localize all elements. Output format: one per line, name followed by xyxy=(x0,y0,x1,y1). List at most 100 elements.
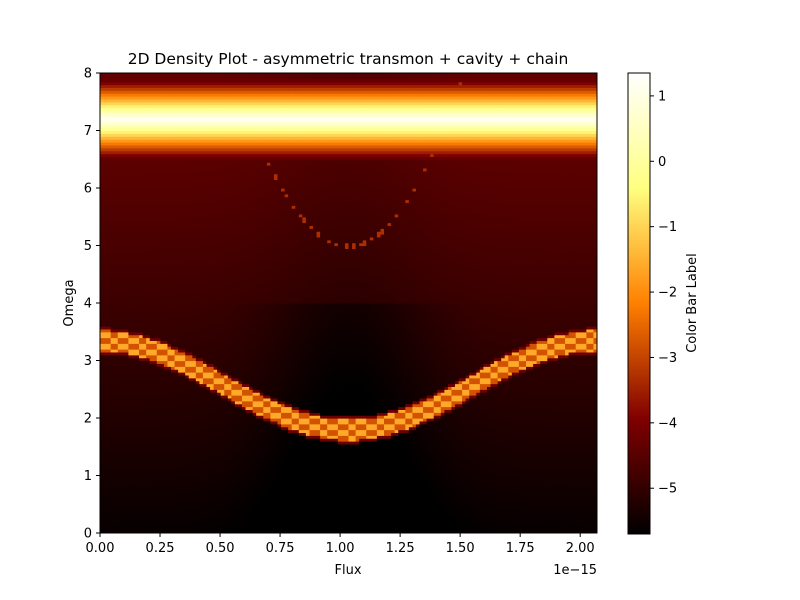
heatmap-cell xyxy=(433,501,438,505)
heatmap-cell xyxy=(124,524,129,528)
heatmap-cell xyxy=(284,507,289,511)
heatmap-cell xyxy=(366,512,371,517)
heatmap-cell xyxy=(550,515,555,520)
heatmap-cell xyxy=(465,498,470,502)
heatmap-cell xyxy=(302,521,307,525)
heatmap-cell xyxy=(444,521,449,525)
heatmap-cell xyxy=(107,530,112,533)
heatmap-cell xyxy=(380,527,385,531)
heatmap-cell xyxy=(320,501,325,505)
heatmap-cell xyxy=(249,489,254,494)
heatmap-cell xyxy=(167,495,172,500)
heatmap-cell xyxy=(550,512,555,517)
heatmap-cell xyxy=(376,527,382,531)
heatmap-cell xyxy=(295,518,300,523)
heatmap-cell xyxy=(401,504,406,508)
heatmap-cell xyxy=(220,489,225,494)
heatmap-cell xyxy=(384,501,389,505)
heatmap-cell xyxy=(405,498,410,502)
heatmap-cell xyxy=(508,518,513,523)
heatmap-cell xyxy=(398,504,403,508)
heatmap-cell xyxy=(589,524,595,528)
heatmap-cell xyxy=(440,492,445,497)
heatmap-cell xyxy=(266,492,271,497)
heatmap-cell xyxy=(217,489,222,494)
heatmap-cell xyxy=(494,489,499,494)
heatmap-cell xyxy=(227,527,232,531)
heatmap-cell xyxy=(185,515,190,520)
heatmap-cell xyxy=(589,510,595,514)
heatmap-cell xyxy=(259,512,264,517)
heatmap-cell xyxy=(348,498,353,502)
heatmap-cell xyxy=(518,510,524,514)
heatmap-cell xyxy=(174,489,179,494)
heatmap-cell xyxy=(554,510,559,514)
heatmap-cell xyxy=(142,489,147,494)
heatmap-cell xyxy=(479,510,484,514)
heatmap-cell xyxy=(131,515,137,520)
heatmap-cell xyxy=(511,498,516,502)
heatmap-cell xyxy=(192,492,197,497)
heatmap-cell xyxy=(199,530,204,533)
heatmap-cell xyxy=(263,510,268,514)
heatmap-cell xyxy=(103,527,108,531)
heatmap-cell xyxy=(263,527,268,531)
heatmap-cell xyxy=(401,518,406,523)
heatmap-cell xyxy=(387,492,392,497)
heatmap-cell xyxy=(561,521,566,525)
heatmap-cell xyxy=(355,530,360,533)
heatmap-cell xyxy=(518,504,524,508)
heatmap-cell xyxy=(568,524,573,528)
heatmap-cell xyxy=(359,515,364,520)
heatmap-cell xyxy=(298,521,303,525)
heatmap-cell xyxy=(288,521,293,525)
heatmap-cell xyxy=(195,492,200,497)
heatmap-cell xyxy=(387,521,392,525)
heatmap-cell xyxy=(508,524,513,528)
heatmap-cell xyxy=(153,498,158,502)
heatmap-cell xyxy=(486,498,492,502)
heatmap-cell xyxy=(341,515,346,520)
heatmap-cell xyxy=(522,507,527,511)
heatmap-cell xyxy=(273,530,279,533)
heatmap-cell xyxy=(511,512,516,517)
heatmap-cell xyxy=(586,524,591,528)
heatmap-cell xyxy=(376,515,382,520)
heatmap-cell xyxy=(412,489,417,494)
heatmap-cell xyxy=(401,492,406,497)
heatmap-cell xyxy=(135,510,140,514)
heatmap-cell xyxy=(281,498,286,502)
heatmap-cell xyxy=(444,501,449,505)
heatmap-cell xyxy=(490,495,495,500)
heatmap-cell xyxy=(522,501,527,505)
heatmap-cell xyxy=(117,521,122,525)
heatmap-cell xyxy=(146,515,151,520)
heatmap-cell xyxy=(171,518,176,523)
heatmap-cell xyxy=(426,524,431,528)
heatmap-cell xyxy=(213,527,218,531)
heatmap-cell xyxy=(117,501,122,505)
heatmap-cell xyxy=(146,495,151,500)
heatmap-cell xyxy=(412,504,417,508)
heatmap-cell xyxy=(107,515,112,520)
heatmap-cell xyxy=(171,492,176,497)
heatmap-cell xyxy=(195,507,200,511)
heatmap-cell xyxy=(423,501,428,505)
heatmap-cell xyxy=(227,501,232,505)
heatmap-cell xyxy=(593,489,597,494)
heatmap-cell xyxy=(213,510,218,514)
heatmap-cell xyxy=(479,495,484,500)
heatmap-cell xyxy=(174,515,179,520)
heatmap-cell xyxy=(341,492,346,497)
heatmap-cell xyxy=(341,507,346,511)
heatmap-cell xyxy=(252,495,257,500)
heatmap-cell xyxy=(447,510,453,514)
heatmap-cell xyxy=(110,512,115,517)
heatmap-cell xyxy=(355,489,360,494)
heatmap-cell xyxy=(295,515,300,520)
heatmap-cell xyxy=(536,515,541,520)
heatmap-cell xyxy=(455,504,460,508)
heatmap-cell xyxy=(355,504,360,508)
heatmap-cell xyxy=(242,510,247,514)
heatmap-cell xyxy=(220,507,225,511)
